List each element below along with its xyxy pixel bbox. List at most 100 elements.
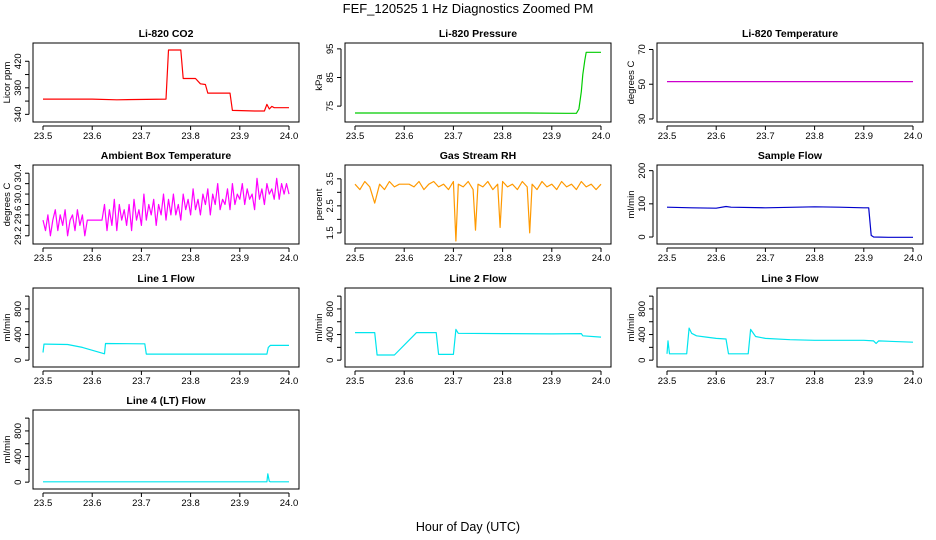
x-tick-label: 24.0 bbox=[280, 131, 299, 142]
x-axis: 23.5 23.6 23.7 23.8 23.9 24.0 bbox=[658, 247, 922, 264]
panel-title: Line 3 Flow bbox=[761, 273, 819, 285]
x-axis: 23.5 23.6 23.7 23.8 23.9 24.0 bbox=[658, 370, 923, 387]
x-tick-label: 23.9 bbox=[543, 131, 562, 142]
x-axis: 23.5 23.6 23.7 23.8 23.9 24.0 bbox=[34, 247, 299, 264]
plot-frame bbox=[32, 42, 300, 123]
series-line bbox=[42, 177, 290, 237]
x-tick-label: 23.5 bbox=[34, 131, 53, 142]
panel-temp: Li-820 Temperature 23.5 23.6 23.7 23.8 23.9 24… bbox=[626, 28, 924, 142]
x-tick-label: 23.9 bbox=[231, 131, 250, 142]
x-tick-label: 24.0 bbox=[592, 253, 611, 264]
x-axis: 23.5 23.6 23.7 23.8 23.9 24.0 bbox=[658, 125, 923, 142]
x-tick-label: 23.5 bbox=[34, 498, 53, 509]
x-tick-label: 24.0 bbox=[904, 376, 923, 387]
x-tick-label: 23.6 bbox=[395, 131, 414, 142]
x-tick-label: 23.8 bbox=[181, 131, 200, 142]
x-tick-label: 23.6 bbox=[83, 376, 102, 387]
x-tick-label: 24.0 bbox=[280, 376, 299, 387]
x-tick-label: 23.9 bbox=[855, 253, 874, 264]
y-tick-label: 400 bbox=[637, 327, 648, 343]
x-tick-label: 23.5 bbox=[346, 253, 365, 264]
x-tick-label: 23.5 bbox=[34, 376, 53, 387]
x-tick-label: 23.5 bbox=[658, 131, 677, 142]
series-line bbox=[43, 473, 289, 483]
y-tick-label: 30 bbox=[637, 114, 648, 125]
x-tick-label: 23.9 bbox=[231, 498, 250, 509]
x-tick-label: 23.8 bbox=[181, 498, 200, 509]
series-line bbox=[42, 342, 289, 355]
y-tick-label: 0 bbox=[13, 358, 24, 363]
panel-title: Line 1 Flow bbox=[137, 273, 195, 285]
y-tick-label: 30.0 bbox=[13, 185, 24, 204]
x-tick-label: 23.6 bbox=[707, 253, 726, 264]
x-tick-label: 23.7 bbox=[756, 131, 775, 142]
panel-title: Sample Flow bbox=[758, 150, 823, 162]
x-axis: 23.5 23.6 23.7 23.8 23.9 24.0 bbox=[34, 492, 298, 509]
y-tick-label: 400 bbox=[13, 327, 24, 343]
panel-title: Li-820 Temperature bbox=[742, 28, 838, 40]
y-tick-label: 800 bbox=[325, 301, 336, 317]
plot-frame bbox=[32, 164, 300, 245]
x-axis-label: Hour of Day (UTC) bbox=[416, 520, 520, 534]
y-tick-label: 100 bbox=[637, 196, 648, 212]
plot-frame bbox=[656, 287, 924, 368]
x-tick-label: 23.7 bbox=[444, 253, 463, 264]
y-tick-label: 0 bbox=[637, 358, 648, 363]
y-axis-label: degrees C bbox=[626, 60, 637, 104]
panel-co2: Li-820 CO2 23.5 23.6 23.7 23.8 23.9 24.0 340 380… bbox=[2, 28, 300, 142]
x-tick-label: 23.7 bbox=[756, 253, 775, 264]
x-tick-label: 23.6 bbox=[83, 498, 102, 509]
x-tick-label: 23.9 bbox=[231, 376, 250, 387]
x-tick-label: 23.7 bbox=[132, 253, 151, 264]
y-axis-label: kPa bbox=[314, 74, 325, 91]
y-tick-label: 1.5 bbox=[325, 226, 336, 239]
y-axis-label: ml/min bbox=[626, 191, 637, 219]
y-axis-label: degrees C bbox=[2, 182, 13, 226]
plot-frame bbox=[32, 287, 300, 368]
x-tick-label: 23.7 bbox=[132, 131, 151, 142]
x-tick-label: 24.0 bbox=[280, 253, 299, 264]
y-tick-label: 95 bbox=[325, 44, 336, 55]
panel-title: Line 4 (LT) Flow bbox=[126, 395, 206, 407]
y-tick-label: 85 bbox=[325, 72, 336, 83]
panel-rh: Gas Stream RH 23.5 23.6 23.7 23.8 23.9 24.0 1.5… bbox=[314, 150, 612, 264]
panel-title: Li-820 CO2 bbox=[139, 28, 194, 40]
series-line bbox=[666, 327, 914, 355]
y-tick-label: 0 bbox=[325, 358, 336, 363]
plot-frame bbox=[344, 164, 612, 245]
panel-line4: Line 4 (LT) Flow 23.5 23.6 23.7 23.8 23.9 24.0… bbox=[2, 395, 300, 509]
y-tick-label: 420 bbox=[13, 53, 24, 69]
y-tick-label: 50 bbox=[637, 79, 648, 90]
x-tick-label: 23.8 bbox=[493, 253, 512, 264]
x-tick-label: 23.7 bbox=[444, 131, 463, 142]
x-tick-label: 23.9 bbox=[855, 131, 874, 142]
x-tick-label: 24.0 bbox=[592, 131, 611, 142]
x-tick-label: 23.9 bbox=[855, 376, 874, 387]
x-tick-label: 23.8 bbox=[805, 376, 824, 387]
x-tick-label: 23.9 bbox=[231, 253, 250, 264]
panel-title: Line 2 Flow bbox=[449, 273, 507, 285]
panels: Li-820 CO2 23.5 23.6 23.7 23.8 23.9 24.0 340 380… bbox=[2, 28, 924, 509]
plot-frame bbox=[656, 164, 924, 245]
y-axis: 75 85 95 kPa bbox=[314, 44, 342, 111]
x-tick-label: 24.0 bbox=[904, 131, 923, 142]
x-tick-label: 23.7 bbox=[132, 376, 151, 387]
x-axis: 23.5 23.6 23.7 23.8 23.9 24.0 bbox=[34, 370, 299, 387]
y-tick-label: 0 bbox=[13, 480, 24, 485]
x-tick-label: 23.6 bbox=[707, 131, 726, 142]
x-tick-label: 23.8 bbox=[805, 131, 824, 142]
y-axis-label: ml/min bbox=[2, 436, 13, 464]
y-tick-label: 400 bbox=[325, 327, 336, 343]
x-tick-label: 23.7 bbox=[132, 498, 151, 509]
x-tick-label: 23.6 bbox=[83, 131, 102, 142]
x-tick-label: 23.9 bbox=[543, 376, 562, 387]
